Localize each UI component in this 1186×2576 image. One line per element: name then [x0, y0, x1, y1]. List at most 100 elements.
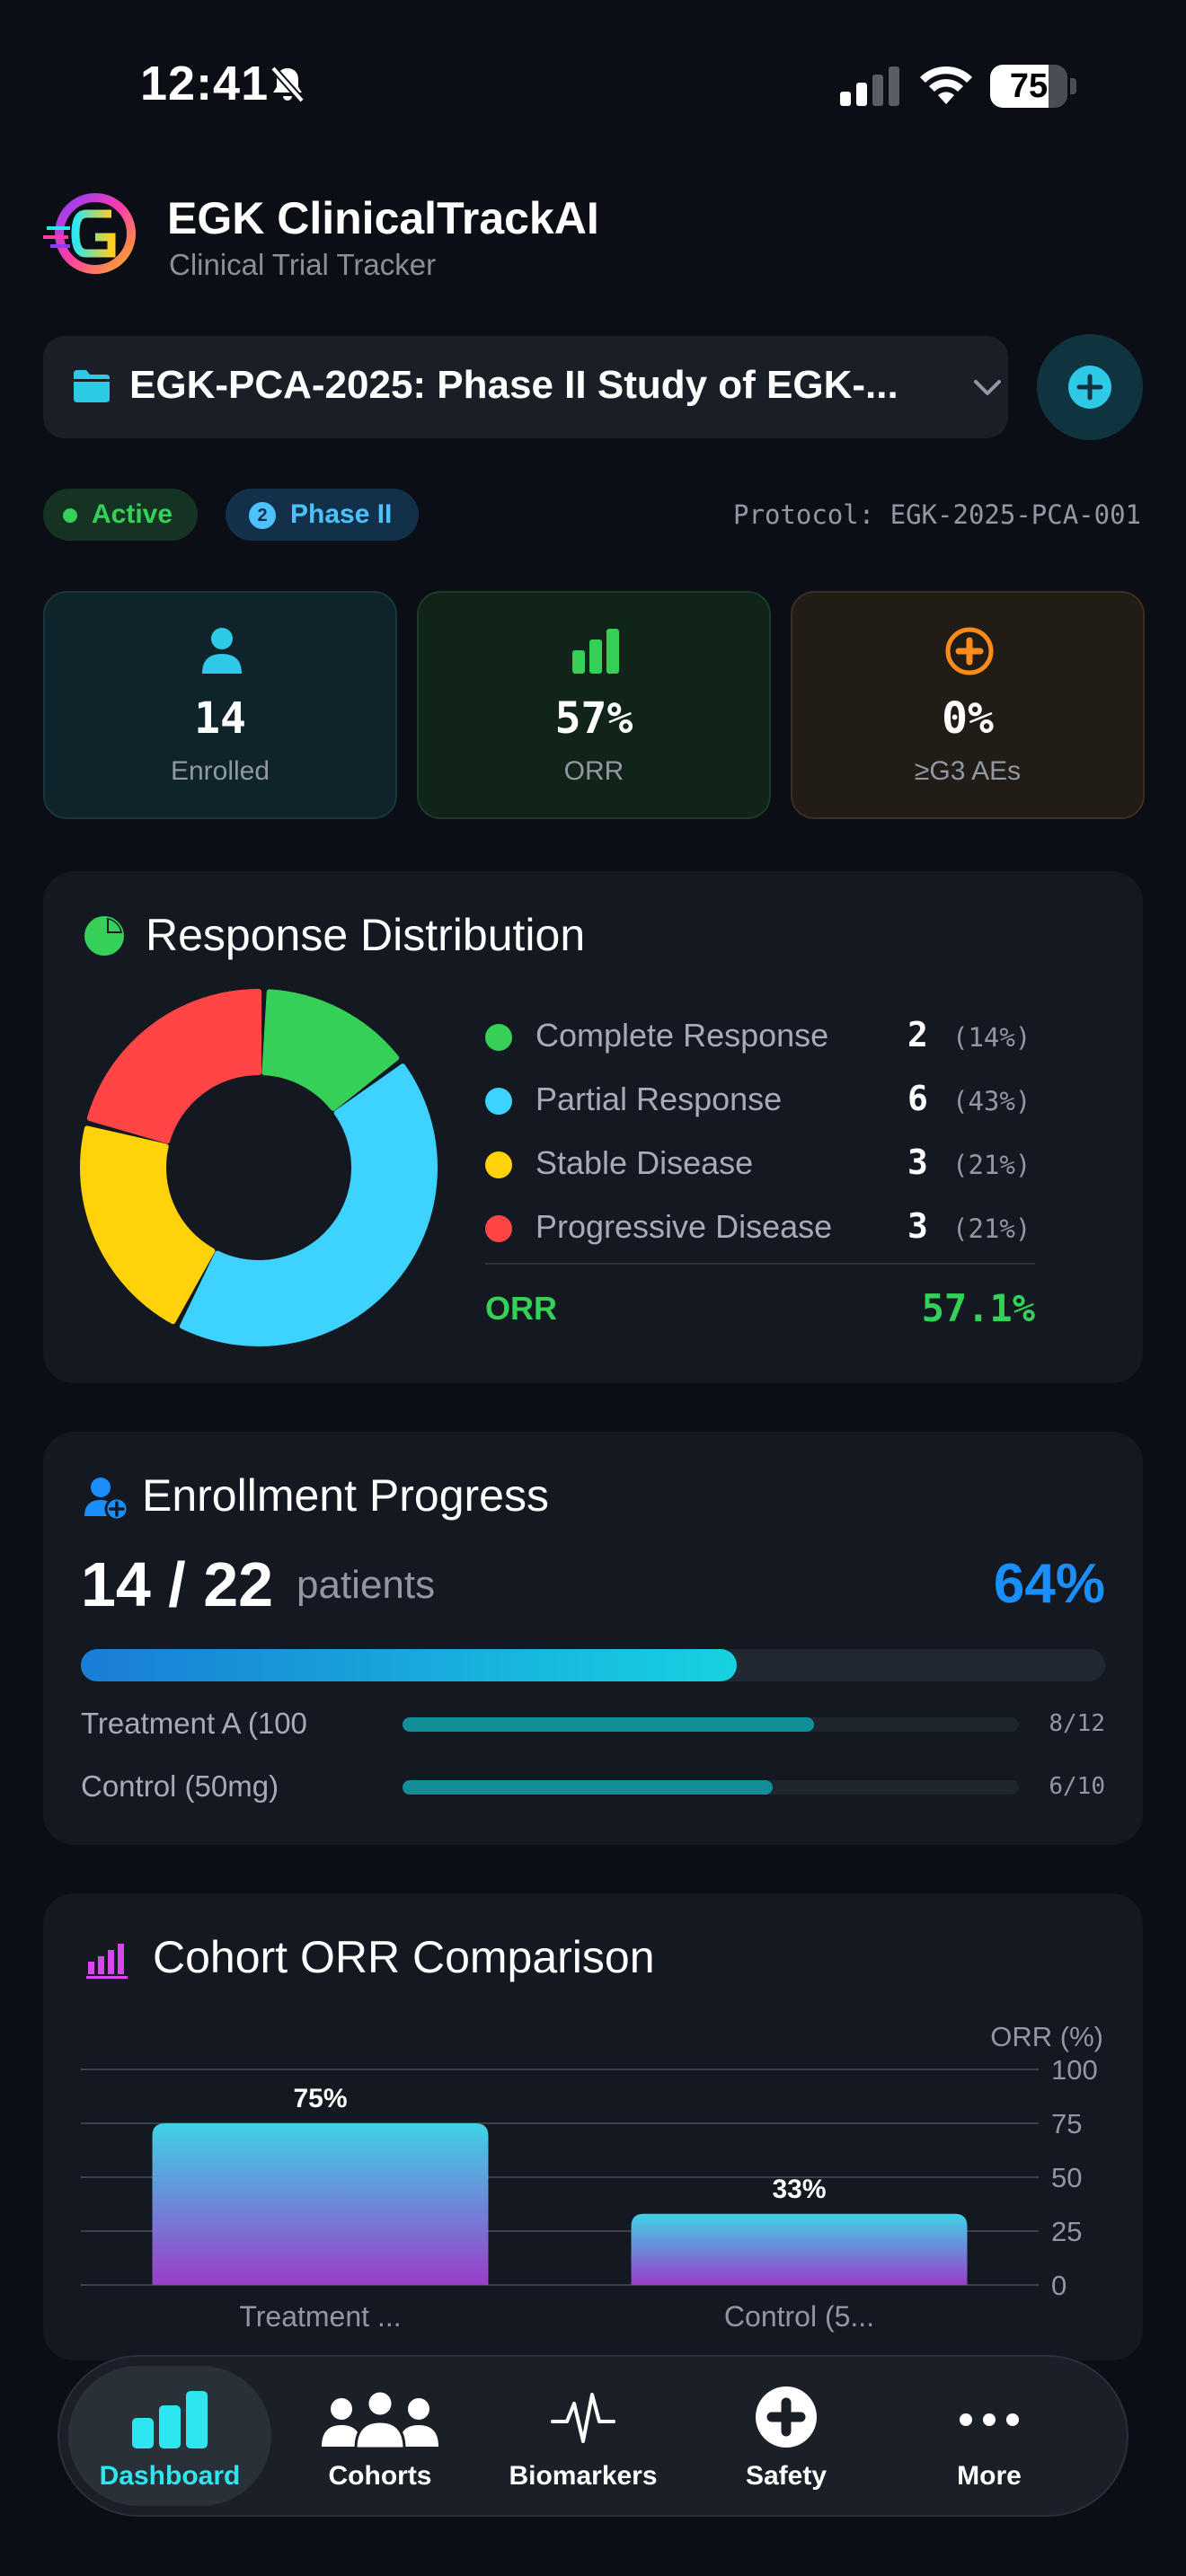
phase-badge-label: Phase II	[290, 499, 393, 529]
cohort-count: 6/10	[1049, 1773, 1105, 1800]
cohort-orr-panel: Cohort ORR Comparison ORR (%) 0 25 50 75 100 7…	[43, 1893, 1143, 2360]
panel-title: Response Distribution	[146, 910, 586, 960]
stat-value: 57%	[554, 693, 633, 744]
divider	[485, 1263, 1035, 1265]
donut-slice-progressive-disease	[86, 989, 261, 1144]
bottom-tab-bar: Dashboard Cohorts Biomarkers Safety	[58, 2355, 1128, 2517]
legend-label: Progressive Disease	[535, 1208, 833, 1245]
legend-count: 6	[907, 1079, 928, 1118]
legend-count: 3	[907, 1142, 928, 1182]
status-bar: 12:41 75	[0, 0, 1186, 171]
more-icon	[960, 2413, 1019, 2426]
donut-slice-stable-disease	[80, 1125, 216, 1325]
bar	[152, 2123, 489, 2285]
legend-label: Partial Response	[535, 1081, 783, 1117]
bar-chart-icon	[572, 629, 619, 674]
tab-dashboard[interactable]: Dashboard	[68, 2366, 271, 2506]
battery-level: 75	[1009, 67, 1049, 105]
cohort-progress-fill	[403, 1780, 773, 1795]
tab-label: More	[957, 2461, 1022, 2491]
phase-badge: 2 Phase II	[226, 489, 419, 541]
cohort-progress-bar	[403, 1780, 1019, 1795]
person-icon	[202, 628, 242, 674]
cohort-orr-bar-chart: ORR (%) 0 25 50 75 100 75% Treatment ... 33% Cont…	[81, 2021, 1103, 2333]
bell-muted-icon	[270, 66, 305, 103]
trial-selector[interactable]: EGK-PCA-2025: Phase II Study of EGK-...	[43, 336, 1008, 438]
legend-count: 3	[907, 1206, 928, 1246]
status-badge-label: Active	[92, 499, 173, 529]
enrollment-progress-bar	[81, 1649, 1105, 1681]
stat-label: Enrolled	[170, 756, 270, 786]
legend-dot	[485, 1024, 512, 1051]
legend-item: Stable Disease 3 (21%)	[485, 1137, 1042, 1191]
tab-more[interactable]: More	[888, 2366, 1091, 2506]
legend-dot	[485, 1088, 512, 1115]
legend-percent: (21%)	[952, 1150, 1031, 1180]
trial-selector-value: EGK-PCA-2025: Phase II Study of EGK-...	[129, 363, 898, 407]
tab-label: Cohorts	[328, 2461, 432, 2491]
y-tick-label: 100	[1051, 2054, 1098, 2086]
people-icon	[322, 2391, 438, 2448]
cellular-signal-icon	[840, 66, 899, 106]
enrollment-count: 14 / 22	[81, 1549, 274, 1619]
x-tick-label: Treatment ...	[239, 2300, 401, 2333]
bar	[631, 2213, 968, 2285]
app-title: EGK ClinicalTrackAI	[167, 193, 599, 243]
folder-icon	[74, 370, 110, 402]
x-tick-label: Control (5...	[724, 2300, 874, 2333]
status-time: 12:41	[140, 57, 270, 110]
y-tick-label: 50	[1051, 2162, 1082, 2193]
stat-label: ≥G3 AEs	[914, 756, 1022, 786]
chart-title: Cohort ORR Comparison	[153, 1932, 655, 1982]
legend-item: Complete Response 2 (14%)	[485, 1010, 1042, 1063]
y-tick-label: 25	[1051, 2216, 1082, 2247]
orr-label: ORR	[485, 1290, 557, 1327]
orr-value: 57.1%	[921, 1286, 1035, 1330]
app-logo-icon	[43, 193, 136, 274]
legend-item: Progressive Disease 3 (21%)	[485, 1201, 1042, 1255]
wifi-icon	[920, 66, 972, 104]
enrollment-unit: patients	[296, 1563, 436, 1607]
tab-safety[interactable]: Safety	[685, 2366, 888, 2506]
tab-cohorts[interactable]: Cohorts	[279, 2366, 482, 2506]
y-axis-label: ORR (%)	[990, 2021, 1103, 2052]
cohort-progress-fill	[403, 1717, 814, 1732]
chevron-down-icon	[974, 380, 1001, 395]
panel-title: Enrollment Progress	[142, 1470, 549, 1521]
donut-slice-complete-response	[261, 989, 400, 1111]
stat-value: 0%	[942, 693, 994, 744]
stat-label: ORR	[563, 756, 624, 786]
medical-cross-icon	[945, 627, 994, 675]
legend-dot	[485, 1215, 512, 1242]
legend-count: 2	[907, 1015, 928, 1054]
plus-circle-icon	[1068, 366, 1111, 409]
stat-card-aes[interactable]: 0% ≥G3 AEs	[791, 591, 1145, 819]
legend-label: Complete Response	[535, 1017, 829, 1054]
bar-chart-icon	[132, 2391, 208, 2448]
legend-percent: (14%)	[952, 1022, 1031, 1053]
legend-label: Stable Disease	[535, 1144, 754, 1181]
add-user-icon	[84, 1478, 129, 1522]
app-subtitle: Clinical Trial Tracker	[169, 248, 437, 281]
tab-label: Safety	[745, 2461, 828, 2491]
cohort-progress-bar	[403, 1717, 1019, 1732]
cohort-count: 8/12	[1049, 1710, 1105, 1737]
stat-card-orr[interactable]: 57% ORR	[417, 591, 771, 819]
add-trial-button[interactable]	[1037, 334, 1143, 440]
legend-item: Partial Response 6 (43%)	[485, 1073, 1042, 1127]
legend-percent: (21%)	[952, 1213, 1031, 1244]
data-label: 33%	[772, 2175, 826, 2204]
data-label: 75%	[293, 2084, 347, 2113]
cohort-name: Control (50mg)	[81, 1769, 279, 1803]
stat-card-enrolled[interactable]: 14 Enrolled	[43, 591, 397, 819]
legend-dot	[485, 1151, 512, 1178]
bar-chart-icon	[86, 1944, 128, 1979]
medical-cross-icon	[756, 2386, 817, 2448]
response-donut-chart	[80, 989, 438, 1346]
legend-percent: (43%)	[952, 1086, 1031, 1116]
enrollment-progress-panel: Enrollment Progress 14 / 22 patients 64%…	[43, 1432, 1143, 1845]
tab-biomarkers[interactable]: Biomarkers	[482, 2366, 685, 2506]
y-tick-label: 0	[1051, 2270, 1067, 2301]
stat-value: 14	[194, 693, 246, 744]
y-tick-label: 75	[1051, 2108, 1082, 2139]
